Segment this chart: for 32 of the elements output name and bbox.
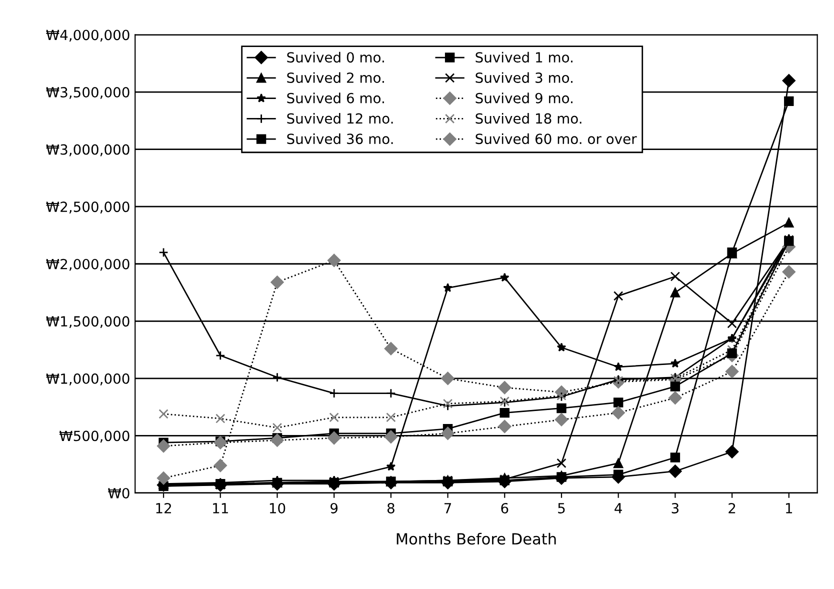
legend-label: Suvived 12 mo. bbox=[287, 112, 393, 124]
y-tick-label: ₩3,000,000 bbox=[46, 144, 130, 156]
x-tick-label: 10 bbox=[270, 502, 286, 514]
y-tick-label: ₩2,000,000 bbox=[46, 258, 130, 271]
y-tick-label: ₩0 bbox=[108, 488, 130, 498]
legend-label: Suvived 18 mo. bbox=[476, 112, 582, 124]
x-axis-title: Months Before Death bbox=[396, 532, 556, 545]
x-tick-label: 4 bbox=[614, 503, 622, 514]
x-tick-label: 2 bbox=[728, 502, 736, 514]
legend-label: Suvived 1 mo. bbox=[476, 52, 572, 63]
y-tick-label: ₩500,000 bbox=[59, 430, 130, 443]
x-tick-label: 3 bbox=[672, 502, 678, 514]
legend-label: Suvived 0 mo. bbox=[287, 52, 384, 63]
x-tick-label: 12 bbox=[156, 502, 171, 514]
x-tick-label: 5 bbox=[558, 503, 565, 514]
y-tick-label: ₩1,500,000 bbox=[46, 316, 130, 328]
legend-label: Suvived 2 mo. bbox=[287, 72, 384, 83]
y-tick-label: ₩4,000,000 bbox=[46, 30, 130, 42]
x-tick-label: 6 bbox=[501, 502, 508, 514]
legend-label: Suvived 36 mo. bbox=[287, 133, 393, 144]
x-tick-label: 1 bbox=[786, 503, 792, 514]
y-tick-label: ₩1,000,000 bbox=[46, 373, 130, 386]
legend-label: Suvived 9 mo. bbox=[476, 92, 572, 104]
legend-label: Suvived 60 mo. or over bbox=[476, 133, 637, 144]
x-tick-label: 7 bbox=[444, 503, 452, 514]
legend-label: Suvived 6 mo. bbox=[287, 92, 384, 104]
y-tick-label: ₩2,500,000 bbox=[46, 202, 130, 214]
y-tick-label: ₩3,500,000 bbox=[46, 87, 130, 99]
x-tick-label: 11 bbox=[213, 503, 228, 514]
x-tick-label: 9 bbox=[330, 502, 338, 514]
legend-label: Suvived 3 mo. bbox=[476, 72, 572, 83]
x-tick-label: 8 bbox=[387, 502, 394, 514]
